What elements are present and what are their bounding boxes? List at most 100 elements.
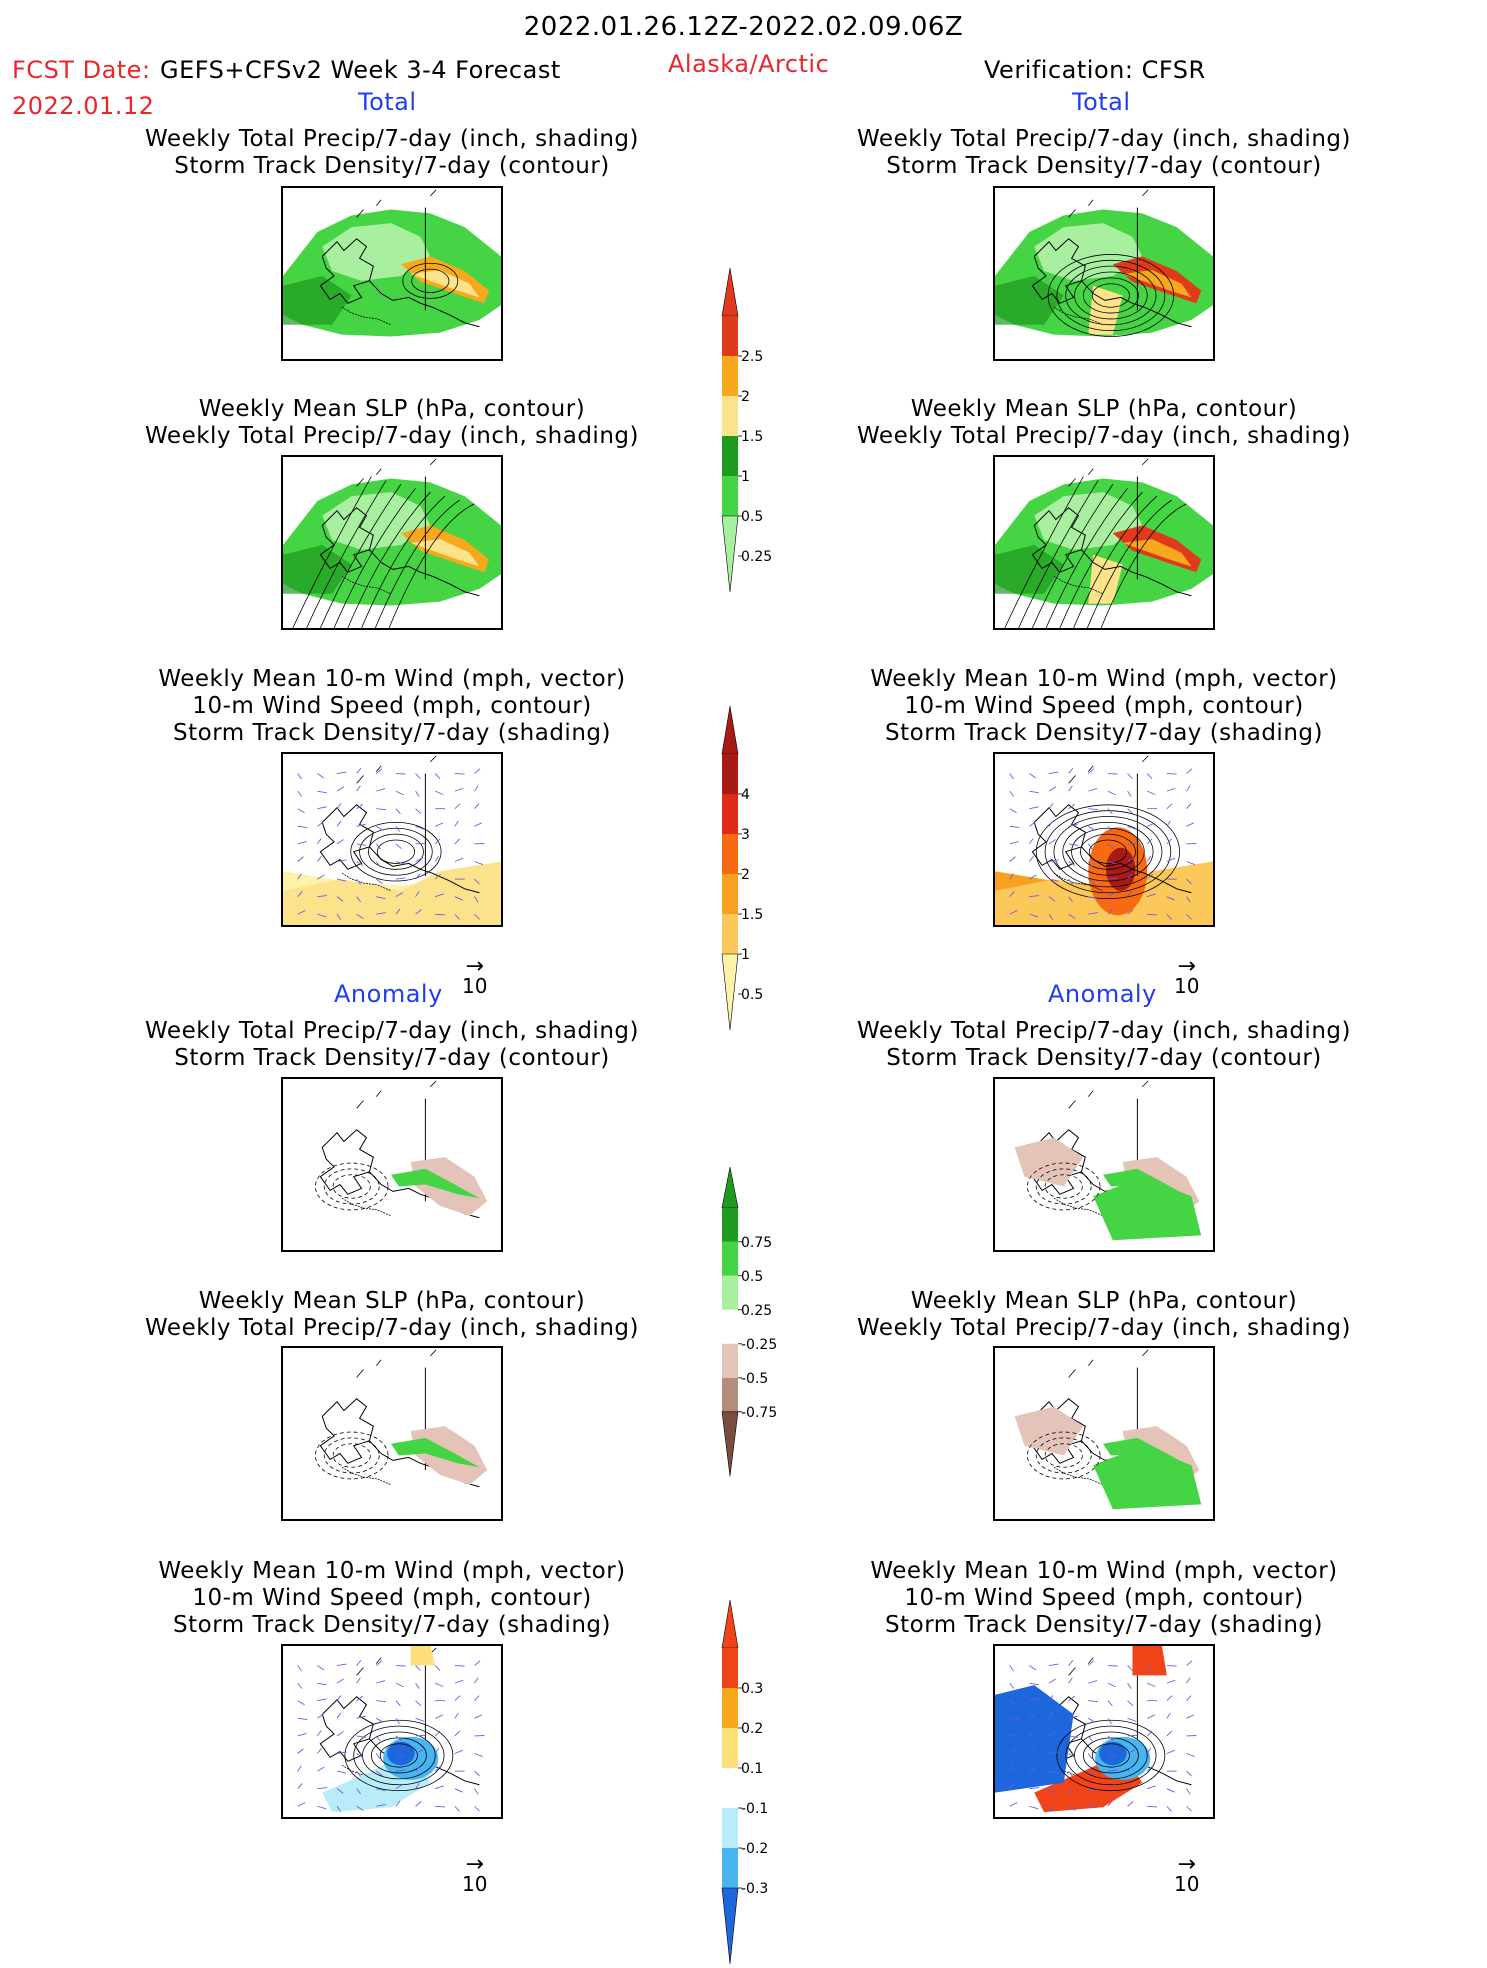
panel-title-line: Storm Track Density/7-day (shading): [754, 720, 1454, 747]
panel-title-line: 10-m Wind Speed (mph, contour): [754, 693, 1454, 720]
panel-title-line: Storm Track Density/7-day (shading): [42, 720, 742, 747]
colorbar-bottom-arrow: [722, 1412, 738, 1477]
map-panel-r5-c0: [281, 1644, 503, 1819]
colorbar-tick-label: 0.5: [741, 987, 763, 1003]
arrow-right-icon: →: [462, 960, 487, 974]
panel-title-line: Storm Track Density/7-day (contour): [42, 1045, 742, 1072]
panel-title-r5-c1: Weekly Mean 10-m Wind (mph, vector)10-m …: [754, 1558, 1454, 1639]
colorbar-swatch: [722, 1768, 738, 1808]
colorbar-swatch: [722, 356, 738, 396]
map-panel-r1-c0: [281, 455, 503, 630]
map-plot: [283, 1348, 501, 1519]
colorbar-swatch: [722, 1208, 738, 1242]
colorbar-swatch: [722, 834, 738, 874]
arrow-right-icon: →: [1174, 1858, 1199, 1872]
colorbar-swatch: [722, 1242, 738, 1276]
vector-reference-label: 10: [462, 974, 487, 998]
colorbar-swatch: [722, 436, 738, 476]
fcst-date: 2022.01.12: [12, 92, 154, 120]
panel-title-line: Weekly Total Precip/7-day (inch, shading…: [42, 1315, 742, 1342]
map-panel-r4-c1: [993, 1346, 1215, 1521]
panel-title-line: 10-m Wind Speed (mph, contour): [754, 1585, 1454, 1612]
colorbar-tick-label: 2.5: [741, 349, 763, 365]
period-title: 2022.01.26.12Z-2022.02.09.06Z: [0, 12, 1487, 42]
colorbar-swatch: [722, 754, 738, 794]
panel-title-r5-c0: Weekly Mean 10-m Wind (mph, vector)10-m …: [42, 1558, 742, 1639]
vector-reference-1: →10: [1174, 960, 1199, 998]
colorbar-swatch: [722, 1688, 738, 1728]
panel-title-r2-c1: Weekly Mean 10-m Wind (mph, vector)10-m …: [754, 666, 1454, 747]
vector-reference-label: 10: [462, 1872, 487, 1896]
colorbar-bottom-arrow: [722, 1888, 738, 1964]
map-plot: [995, 1348, 1213, 1519]
left-total-heading: Total: [358, 88, 417, 116]
region-label: Alaska/Arctic: [668, 50, 829, 78]
panel-title-r3-c0: Weekly Total Precip/7-day (inch, shading…: [42, 1018, 742, 1072]
arrow-right-icon: →: [1174, 960, 1199, 974]
panel-title-r4-c1: Weekly Mean SLP (hPa, contour)Weekly Tot…: [754, 1288, 1454, 1342]
panel-title-r4-c0: Weekly Mean SLP (hPa, contour)Weekly Tot…: [42, 1288, 742, 1342]
vector-reference-0: →10: [462, 960, 487, 998]
colorbar-swatch: [722, 1310, 738, 1344]
panel-title-line: 10-m Wind Speed (mph, contour): [42, 1585, 742, 1612]
panel-title-line: Weekly Total Precip/7-day (inch, shading…: [754, 1018, 1454, 1045]
colorbar-swatch: [722, 1344, 738, 1378]
colorbar-swatch: [722, 1848, 738, 1888]
panel-title-r0-c0: Weekly Total Precip/7-day (inch, shading…: [42, 126, 742, 180]
panel-title-line: Weekly Total Precip/7-day (inch, shading…: [754, 1315, 1454, 1342]
colorbar-swatch: [722, 1378, 738, 1412]
colorbar-tick-label: 0.5: [741, 1269, 763, 1285]
colorbar-top-arrow: [722, 1167, 738, 1208]
panel-title-line: Weekly Total Precip/7-day (inch, shading…: [754, 423, 1454, 450]
panel-title-line: Weekly Total Precip/7-day (inch, shading…: [42, 1018, 742, 1045]
colorbar-swatch: [722, 1728, 738, 1768]
map-plot: [283, 1079, 501, 1250]
colorbar-swatch: [722, 476, 738, 516]
vector-reference-3: →10: [1174, 1858, 1199, 1896]
colorbar-tick-label: 0.1: [741, 1761, 763, 1777]
panel-title-line: Storm Track Density/7-day (shading): [42, 1612, 742, 1639]
panel-title-line: Weekly Total Precip/7-day (inch, shading…: [42, 423, 742, 450]
map-plot: [995, 1079, 1213, 1250]
panel-title-line: Weekly Mean SLP (hPa, contour): [42, 1288, 742, 1315]
colorbar-tick-label: -0.3: [741, 1881, 768, 1897]
vector-reference-label: 10: [1174, 1872, 1199, 1896]
colorbar-tick-label: -0.75: [741, 1405, 777, 1421]
panel-title-line: Storm Track Density/7-day (contour): [754, 153, 1454, 180]
map-panel-r3-c0: [281, 1077, 503, 1252]
panel-title-line: Weekly Mean 10-m Wind (mph, vector): [42, 1558, 742, 1585]
verification-label: Verification: CFSR: [984, 56, 1206, 84]
colorbar-tick-label: 2: [741, 867, 750, 883]
colorbar-swatch: [722, 1276, 738, 1310]
colorbar-tick-label: 0.3: [741, 1681, 763, 1697]
map-plot: [283, 754, 501, 925]
colorbar-swatch: [722, 396, 738, 436]
panel-title-line: Weekly Total Precip/7-day (inch, shading…: [754, 126, 1454, 153]
colorbar-top-arrow: [722, 706, 738, 754]
colorbar-swatch: [722, 874, 738, 914]
panel-title-line: Weekly Mean 10-m Wind (mph, vector): [754, 1558, 1454, 1585]
colorbar-swatch: [722, 914, 738, 954]
colorbar-swatch: [722, 316, 738, 356]
colorbar-tick-label: -0.25: [741, 1337, 777, 1353]
colorbar-tick-label: 3: [741, 827, 750, 843]
map-panel-r0-c0: [281, 186, 503, 361]
map-panel-r4-c0: [281, 1346, 503, 1521]
map-plot: [283, 1646, 501, 1817]
colorbar-swatch: [722, 1648, 738, 1688]
colorbar-tick-label: -0.1: [741, 1801, 768, 1817]
map-plot: [995, 1646, 1213, 1817]
map-panel-r3-c1: [993, 1077, 1215, 1252]
panel-title-line: Weekly Mean SLP (hPa, contour): [754, 396, 1454, 423]
colorbar-tick-label: 0.25: [741, 549, 772, 565]
right-total-heading: Total: [1072, 88, 1131, 116]
panel-title-line: Weekly Total Precip/7-day (inch, shading…: [42, 126, 742, 153]
colorbar-swatch: [722, 794, 738, 834]
panel-title-line: Storm Track Density/7-day (shading): [754, 1612, 1454, 1639]
colorbar-tick-label: 4: [741, 787, 750, 803]
colorbar-top-arrow: [722, 268, 738, 316]
colorbar-tick-label: 0.2: [741, 1721, 763, 1737]
map-panel-r1-c1: [993, 455, 1215, 630]
vector-reference-2: →10: [462, 1858, 487, 1896]
